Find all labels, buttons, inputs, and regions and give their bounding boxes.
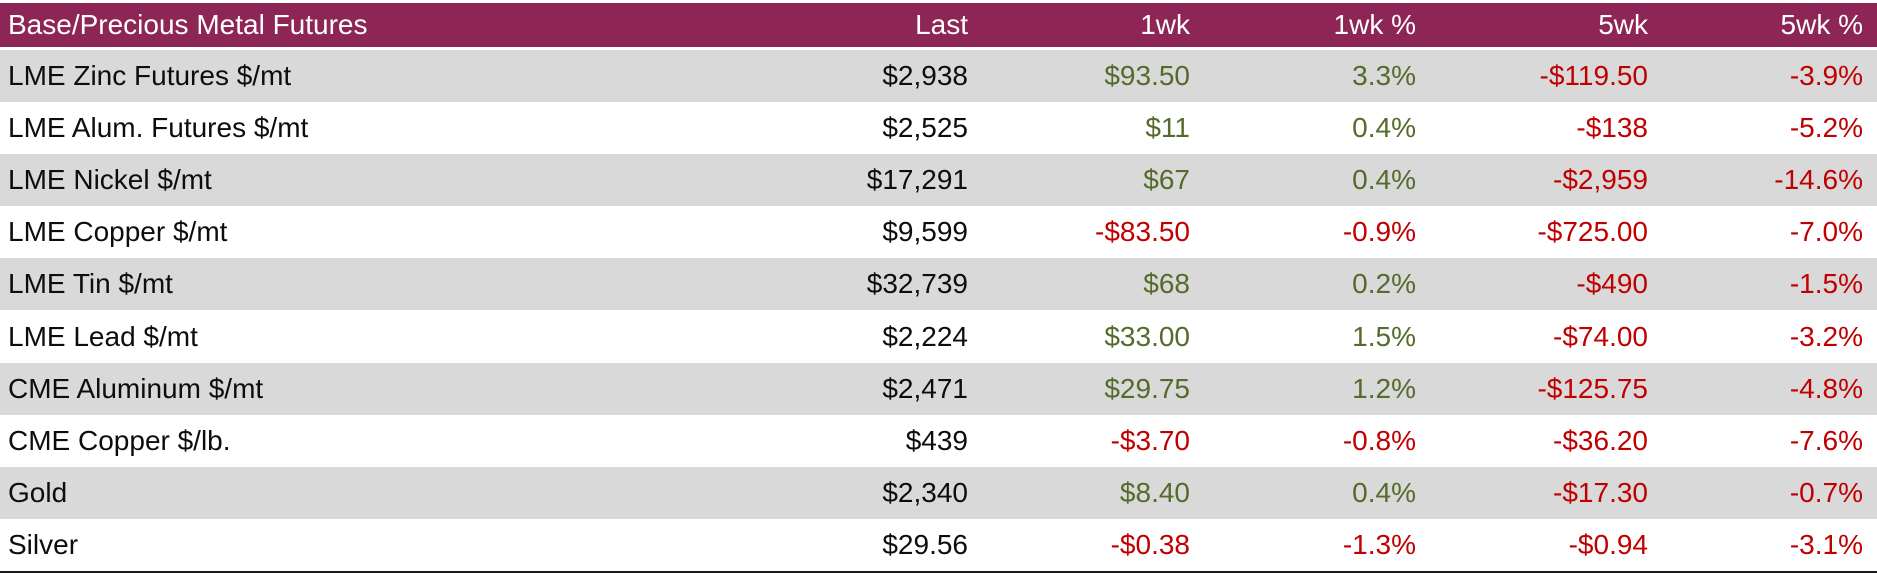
1wk-change-cell: $68: [1143, 268, 1190, 300]
5wk-change-cell: -$74.00: [1553, 320, 1648, 352]
header-row: Base/Precious Metal Futures Last 1wk 1wk…: [0, 3, 1877, 50]
metal-label-cell: LME Copper $/mt: [8, 216, 228, 248]
1wk-change-cell: $67: [1143, 164, 1190, 196]
1wk-percent-cell: 0.2%: [1352, 268, 1416, 300]
5wk-change-cell: -$490: [1576, 268, 1648, 300]
table-row: CME Copper $/lb. $439 -$3.70 -0.8% -$36.…: [0, 414, 1877, 467]
5wk-change-cell: -$125.75: [1537, 372, 1648, 404]
metal-label-cell: LME Tin $/mt: [8, 268, 173, 300]
metal-label-cell: Gold: [8, 476, 68, 508]
metal-label-cell: Silver: [8, 528, 79, 560]
5wk-percent-cell: -0.7%: [1789, 476, 1863, 508]
table-body: LME Zinc Futures $/mt $2,938 $93.50 3.3%…: [0, 48, 1877, 572]
5wk-percent-cell: -3.2%: [1789, 320, 1863, 352]
5wk-percent-cell: -7.6%: [1789, 424, 1863, 456]
metal-label-cell: LME Lead $/mt: [8, 320, 198, 352]
5wk-percent-cell: -14.6%: [1774, 164, 1863, 196]
5wk-change-cell: -$725.00: [1537, 216, 1648, 248]
5wk-change-cell: -$119.50: [1539, 60, 1648, 92]
5wk-percent-cell: -5.2%: [1789, 112, 1863, 144]
last-price-cell: $2,471: [882, 372, 968, 404]
1wk-percent-cell: -0.8%: [1342, 424, 1416, 456]
1wk-change-cell: -$83.50: [1095, 216, 1190, 248]
last-price-cell: $32,739: [866, 268, 968, 300]
1wk-percent-cell: 1.2%: [1352, 372, 1416, 404]
1wk-percent-cell: -0.9%: [1342, 216, 1416, 248]
last-price-cell: $2,938: [882, 60, 968, 92]
column-header-5wk-pct: 5wk %: [1660, 3, 1877, 50]
1wk-change-cell: $33.00: [1104, 320, 1190, 352]
5wk-percent-cell: -4.8%: [1789, 372, 1863, 404]
metal-label-cell: LME Nickel $/mt: [8, 164, 212, 196]
5wk-percent-cell: -3.1%: [1789, 528, 1863, 560]
5wk-percent-cell: -3.9%: [1789, 60, 1863, 92]
table-title: Base/Precious Metal Futures: [0, 3, 690, 50]
table-row: LME Copper $/mt $9,599 -$83.50 -0.9% -$7…: [0, 206, 1877, 259]
5wk-change-cell: -$0.94: [1568, 528, 1648, 560]
1wk-change-cell: $29.75: [1104, 372, 1190, 404]
column-header-last: Last: [690, 3, 980, 50]
column-header-1wk: 1wk: [980, 3, 1202, 50]
1wk-change-cell: $8.40: [1119, 476, 1190, 508]
last-price-cell: $2,340: [882, 476, 968, 508]
last-price-cell: $9,599: [882, 216, 968, 248]
1wk-percent-cell: -1.3%: [1342, 528, 1416, 560]
metal-label-cell: CME Copper $/lb.: [8, 424, 231, 456]
table-row: Gold $2,340 $8.40 0.4% -$17.30 -0.7%: [0, 466, 1877, 519]
metal-label-cell: LME Alum. Futures $/mt: [8, 112, 309, 144]
1wk-percent-cell: 1.5%: [1352, 320, 1416, 352]
1wk-percent-cell: 0.4%: [1352, 476, 1416, 508]
column-header-1wk-pct: 1wk %: [1202, 3, 1428, 50]
1wk-change-cell: $11: [1145, 112, 1190, 144]
last-price-cell: $2,525: [882, 112, 968, 144]
5wk-percent-cell: -7.0%: [1789, 216, 1863, 248]
table-row: LME Alum. Futures $/mt $2,525 $11 0.4% -…: [0, 102, 1877, 155]
1wk-change-cell: $93.50: [1104, 60, 1190, 92]
table-header: Base/Precious Metal Futures Last 1wk 1wk…: [0, 3, 1877, 50]
5wk-change-cell: -$17.30: [1553, 476, 1648, 508]
table-row: CME Aluminum $/mt $2,471 $29.75 1.2% -$1…: [0, 362, 1877, 415]
table-row: LME Lead $/mt $2,224 $33.00 1.5% -$74.00…: [0, 310, 1877, 363]
5wk-percent-cell: -1.5%: [1789, 268, 1863, 300]
1wk-percent-cell: 0.4%: [1352, 112, 1416, 144]
last-price-cell: $17,291: [866, 164, 968, 196]
metal-label-cell: CME Aluminum $/mt: [8, 372, 264, 404]
1wk-change-cell: -$3.70: [1110, 424, 1190, 456]
column-header-5wk: 5wk: [1428, 3, 1660, 50]
metal-futures-table: Base/Precious Metal Futures Last 1wk 1wk…: [0, 3, 1877, 573]
5wk-change-cell: -$2,959: [1553, 164, 1648, 196]
table-row: LME Nickel $/mt $17,291 $67 0.4% -$2,959…: [0, 154, 1877, 207]
last-price-cell: $439: [905, 424, 968, 456]
last-price-cell: $29.56: [882, 528, 968, 560]
metal-label-cell: LME Zinc Futures $/mt: [8, 60, 292, 92]
1wk-change-cell: -$0.38: [1110, 528, 1190, 560]
5wk-change-cell: -$138: [1576, 112, 1648, 144]
table-row: Silver $29.56 -$0.38 -1.3% -$0.94 -3.1%: [0, 518, 1877, 572]
1wk-percent-cell: 0.4%: [1352, 164, 1416, 196]
last-price-cell: $2,224: [882, 320, 968, 352]
table-row: LME Zinc Futures $/mt $2,938 $93.50 3.3%…: [0, 48, 1877, 103]
table-row: LME Tin $/mt $32,739 $68 0.2% -$490 -1.5…: [0, 258, 1877, 311]
5wk-change-cell: -$36.20: [1553, 424, 1648, 456]
1wk-percent-cell: 3.3%: [1352, 60, 1416, 92]
